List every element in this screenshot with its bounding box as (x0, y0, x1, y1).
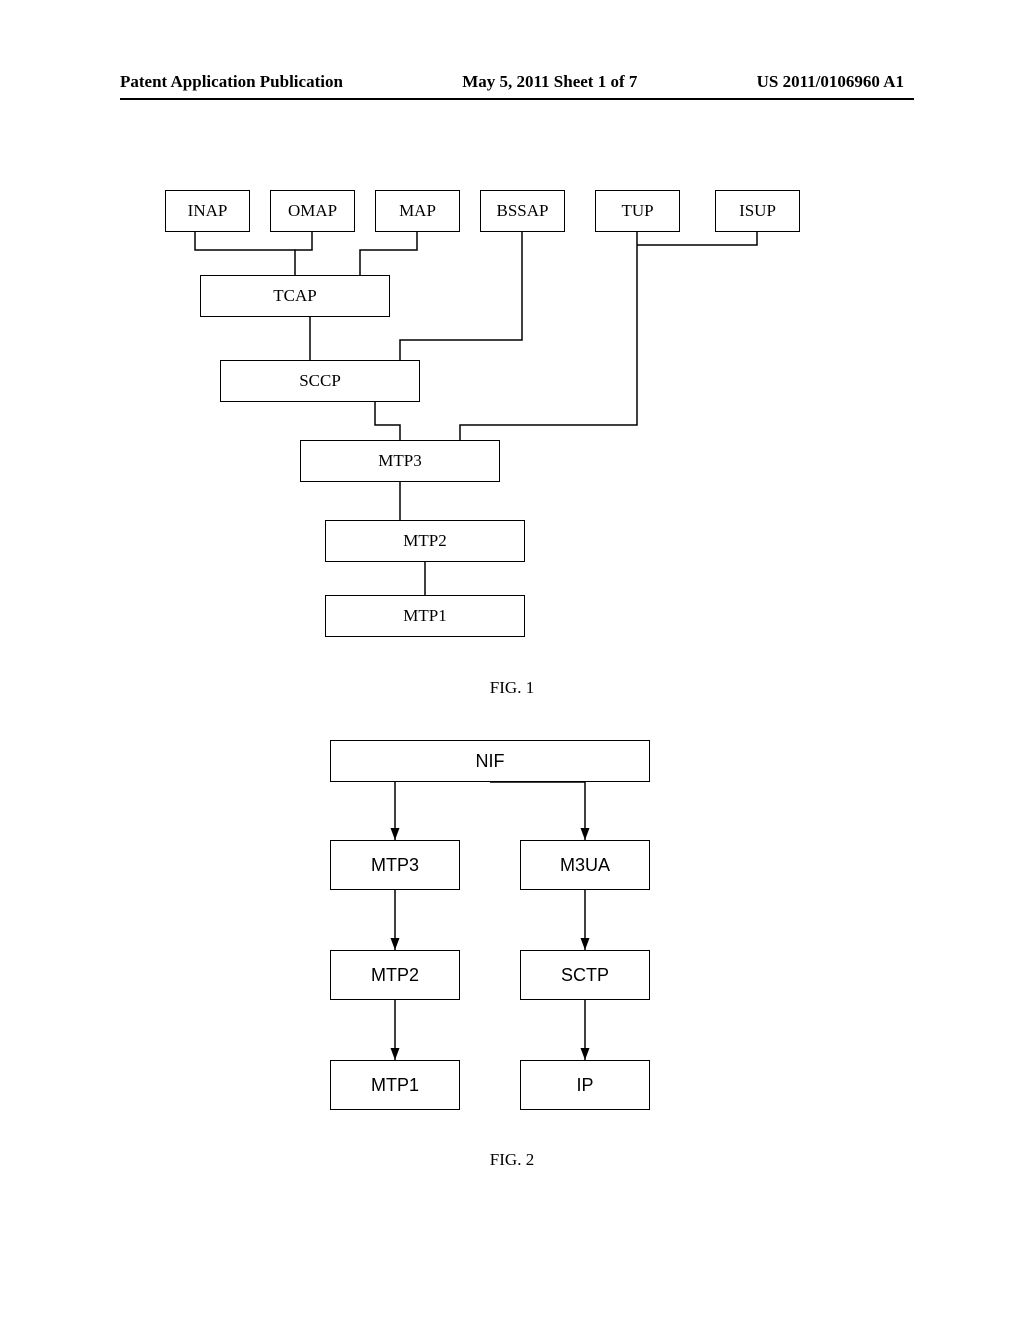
header-center: May 5, 2011 Sheet 1 of 7 (462, 72, 637, 92)
box-nif: NIF (330, 740, 650, 782)
box-bssap: BSSAP (480, 190, 565, 232)
header-left: Patent Application Publication (120, 72, 343, 92)
box-tcap: TCAP (200, 275, 390, 317)
figure-2: NIF MTP3 M3UA MTP2 SCTP MTP1 IP (0, 740, 1024, 1170)
fig2-caption: FIG. 2 (0, 1150, 1024, 1170)
header-right: US 2011/0106960 A1 (757, 72, 904, 92)
box-mtp2: MTP2 (325, 520, 525, 562)
box-sccp: SCCP (220, 360, 420, 402)
box-mtp1: MTP1 (325, 595, 525, 637)
box-isup: ISUP (715, 190, 800, 232)
box-mtp3: MTP3 (330, 840, 460, 890)
header-rule (120, 98, 914, 100)
box-omap: OMAP (270, 190, 355, 232)
box-ip: IP (520, 1060, 650, 1110)
box-sctp: SCTP (520, 950, 650, 1000)
box-tup: TUP (595, 190, 680, 232)
figure-1: INAP OMAP MAP BSSAP TUP ISUP TCAP SCCP MTP3 MTP2 M… (0, 190, 1024, 670)
box-mtp1: MTP1 (330, 1060, 460, 1110)
box-mtp2: MTP2 (330, 950, 460, 1000)
box-map: MAP (375, 190, 460, 232)
fig2-connectors (0, 740, 1024, 1170)
page-header: Patent Application Publication May 5, 20… (0, 72, 1024, 92)
box-inap: INAP (165, 190, 250, 232)
box-m3ua: M3UA (520, 840, 650, 890)
fig1-caption: FIG. 1 (0, 678, 1024, 698)
box-mtp3: MTP3 (300, 440, 500, 482)
